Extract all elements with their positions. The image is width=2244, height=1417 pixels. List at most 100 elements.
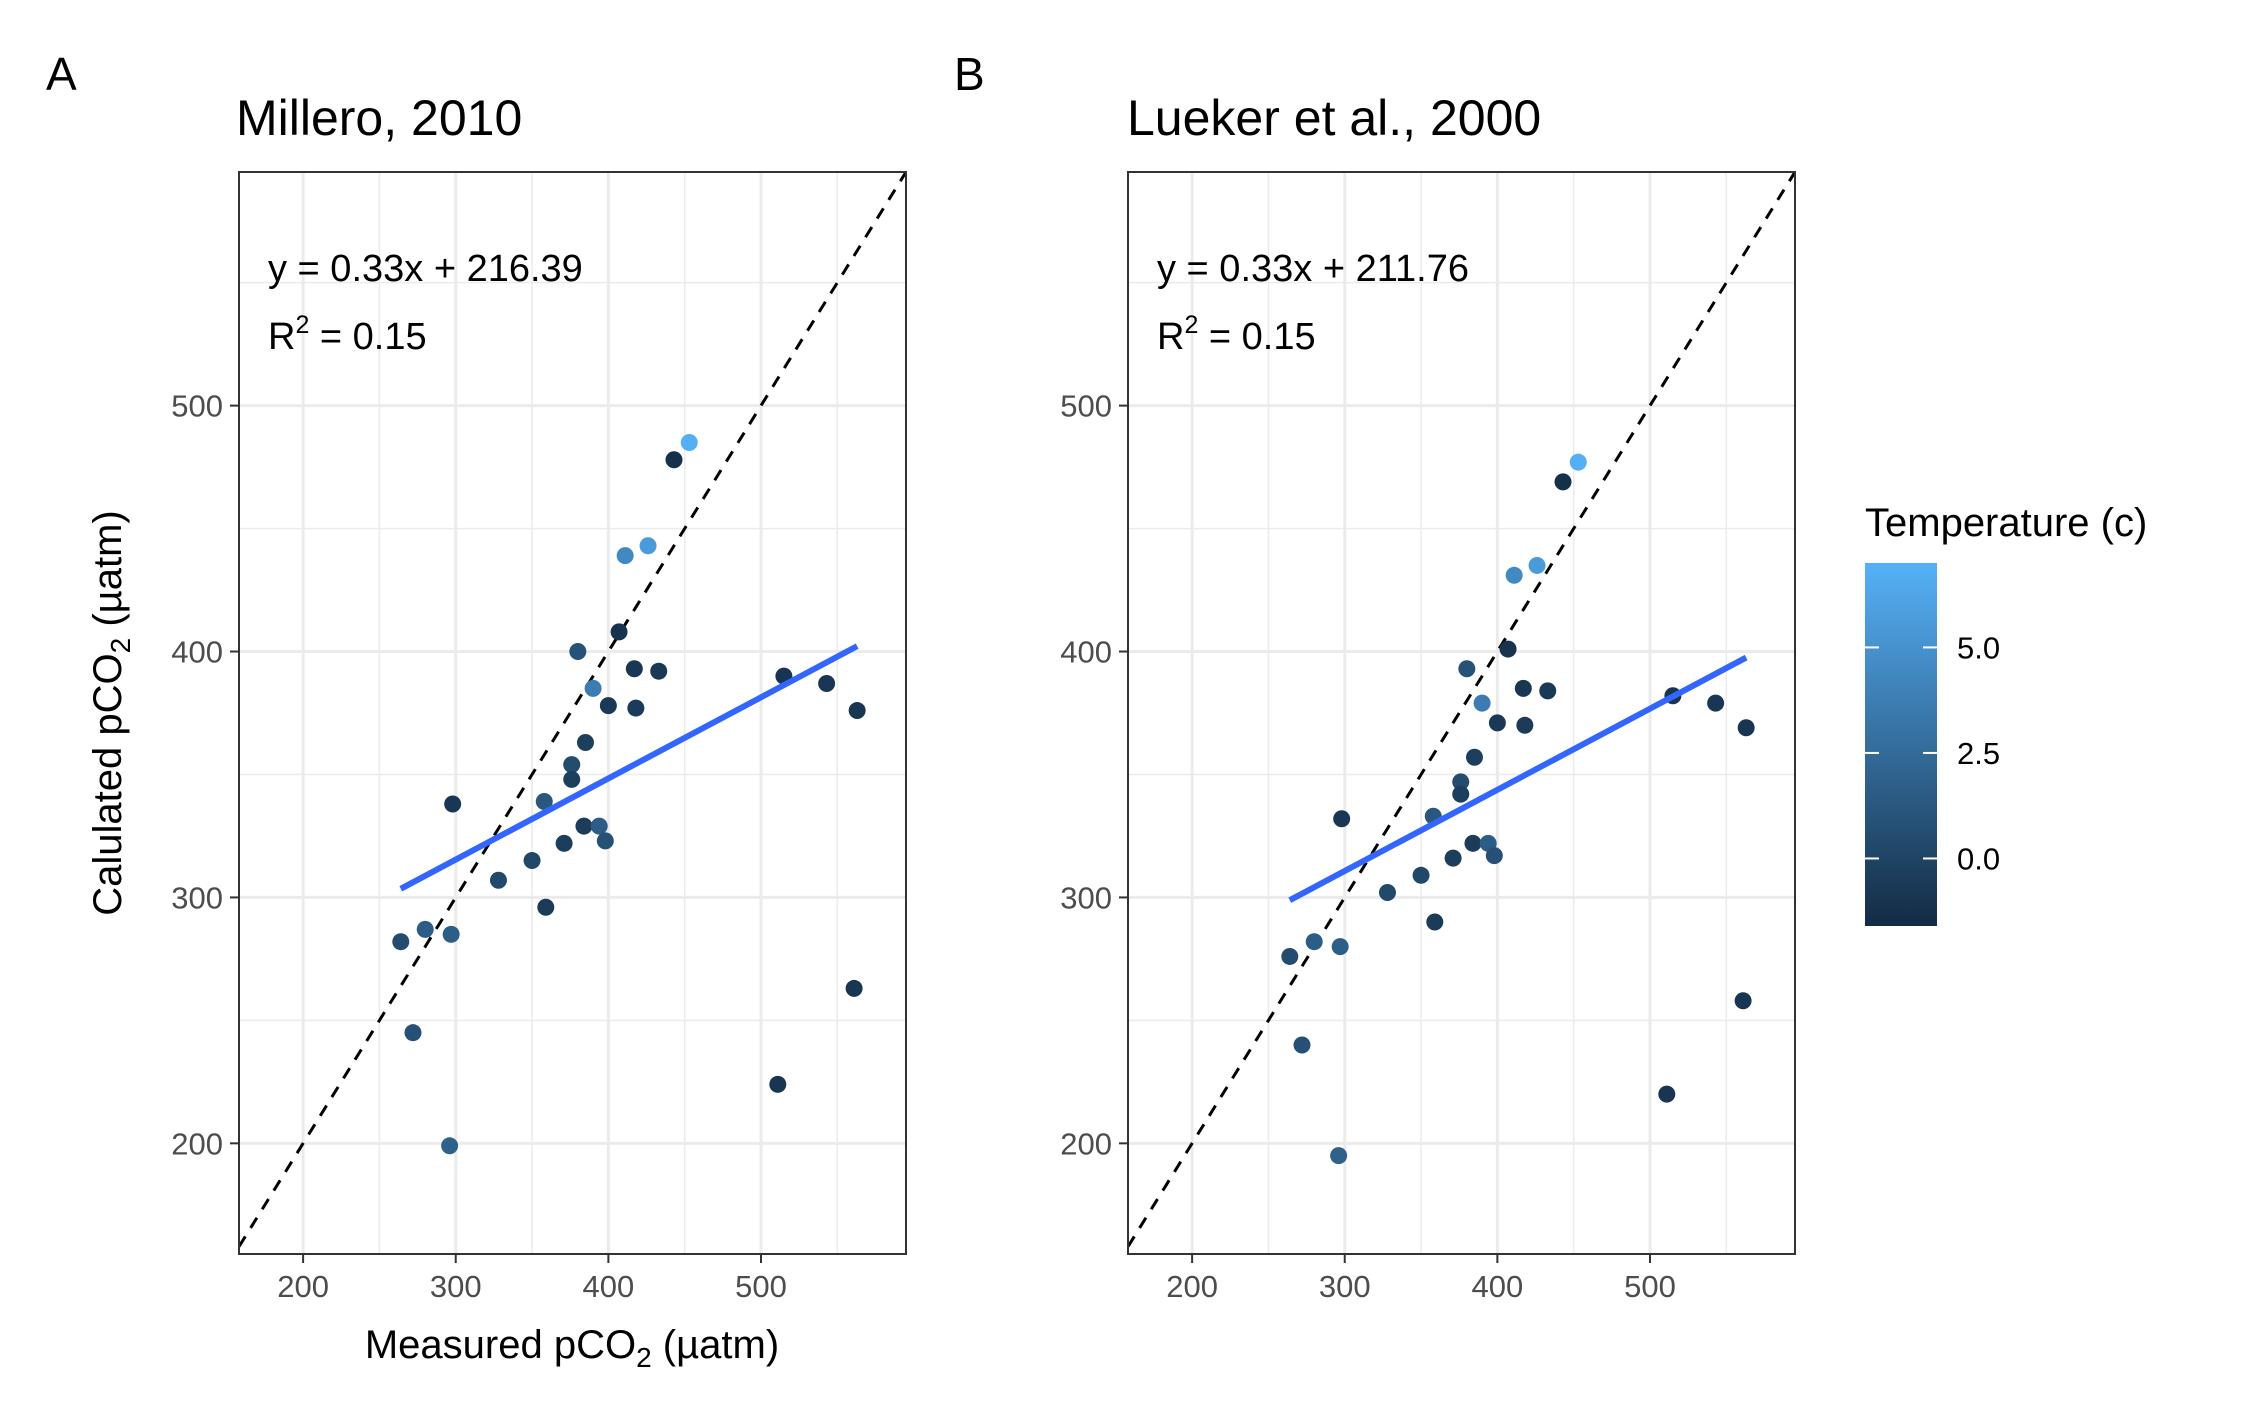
equation-text: y = 0.33x + 211.76 [1157,248,1469,290]
data-point [1412,866,1430,884]
color-legend: Temperature (c) 0.0 2.5 5.0 [1865,501,2147,926]
data-point [1516,716,1534,734]
panel-title: Millero, 2010 [236,90,522,146]
data-point [1293,1036,1311,1054]
x-tick-label: 200 [277,1269,329,1304]
x-tick-label: 500 [1624,1269,1676,1304]
data-point [392,933,410,951]
data-point [563,756,581,774]
y-tick-label: 200 [171,1126,223,1161]
data-point [1485,847,1503,865]
x-axis-title-main: Measured pCO [365,1323,636,1367]
panel-border [1127,171,1796,1255]
r-squared-sup: 2 [1184,311,1198,339]
data-point [616,547,634,565]
x-axis-title-sub: 2 [636,1342,652,1373]
data-point [1426,913,1444,931]
data-point [627,699,645,717]
data-point [523,852,541,870]
data-point [1465,748,1483,766]
data-point [576,734,594,752]
y-tick-label: 300 [171,880,223,915]
data-point [599,697,617,715]
data-point [537,898,555,916]
data-point [590,817,608,835]
data-point [1528,556,1546,574]
legend-ticks: 0.0 2.5 5.0 [1865,630,2000,876]
data-point [1331,938,1349,956]
r-squared-sup: 2 [295,311,309,339]
x-tick-label: 400 [583,1269,635,1304]
data-point [1514,679,1532,697]
data-point [535,793,553,811]
y-tick-label: 400 [171,635,223,670]
y-axis-title-main: Calulated pCO [86,653,130,915]
y-tick-label: 200 [1060,1126,1112,1161]
data-point [444,795,462,813]
panel-b: B Lueker et al., 2000 y = 0.33x + 211.76… [954,48,1796,1304]
y-axis: 200 300 400 500 [1060,389,1128,1161]
data-point [1333,810,1351,828]
x-tick-label: 300 [430,1269,482,1304]
y-tick-label: 500 [171,389,223,424]
equation-text: y = 0.33x + 216.39 [268,248,583,290]
x-axis: 200 300 400 500 [1166,1254,1676,1304]
gridlines [1128,172,1795,1254]
legend-break-label: 0.0 [1957,841,2000,876]
data-point [1378,884,1396,902]
equation-annotation: y = 0.33x + 211.76 R2 = 0.15 [1157,248,1469,358]
legend-colorbar [1865,563,1937,926]
data-point [1330,1147,1348,1165]
data-point [1658,1085,1676,1103]
data-point [404,1024,422,1042]
data-point [848,702,866,720]
data-point [584,679,602,697]
data-point [650,662,668,680]
r-squared-prefix: R [1157,316,1184,358]
data-point [555,834,573,852]
data-point [1539,682,1557,700]
panel-a: A Millero, 2010 y = 0.33x + 216.39 R2 = … [46,48,907,1373]
r-squared-value: = 0.15 [1198,316,1315,358]
y-axis: 200 300 400 500 [171,389,239,1161]
fit-line [1288,654,1748,903]
data-point [769,1075,787,1093]
data-point [575,817,593,835]
data-point [1569,453,1587,471]
data-point [1707,694,1725,712]
data-point [489,871,507,889]
y-tick-label: 300 [1060,880,1112,915]
data-point [1452,773,1470,791]
r-squared-text: R2 = 0.15 [1157,311,1316,358]
data-point [1737,719,1755,737]
x-axis-title-tail: (µatm) [652,1323,779,1367]
data-point [1505,566,1523,584]
legend-title: Temperature (c) [1865,501,2147,545]
y-tick-label: 400 [1060,635,1112,670]
data-point [569,643,587,661]
data-point [1281,947,1299,965]
gridlines [239,172,906,1254]
data-point [1488,714,1506,732]
x-tick-label: 500 [735,1269,787,1304]
data-point [1444,849,1462,867]
y-axis-title-tail: (µatm) [86,510,130,637]
data-point [665,451,683,469]
data-point [416,920,434,938]
r-squared-value: = 0.15 [309,316,426,358]
panel-label: A [46,48,77,100]
y-tick-label: 500 [1060,389,1112,424]
r-squared-prefix: R [268,316,295,358]
data-point [1499,640,1517,658]
data-point [563,770,581,788]
data-point [1473,694,1491,712]
data-point [1464,834,1482,852]
x-axis-title: Measured pCO2 (µatm) [365,1323,779,1373]
data-point [1554,473,1572,491]
fit-line [399,643,859,892]
data-point [639,537,657,555]
x-tick-label: 400 [1472,1269,1524,1304]
data-point [442,925,460,943]
data-point [818,674,836,692]
equation-annotation: y = 0.33x + 216.39 R2 = 0.15 [268,248,583,358]
